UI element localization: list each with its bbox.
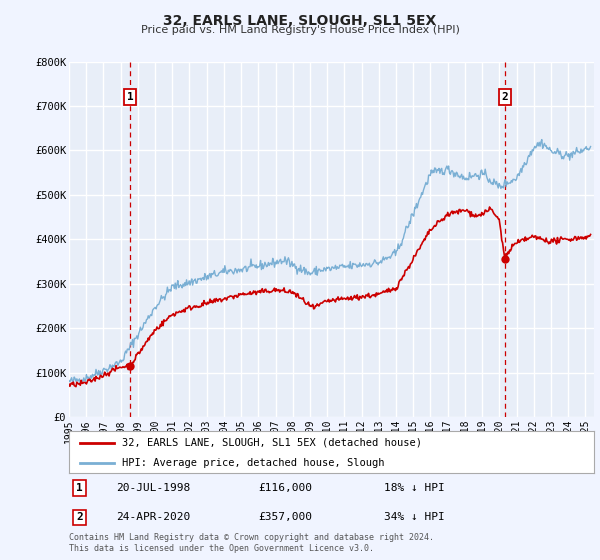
Text: 2: 2 — [76, 512, 83, 522]
Text: Contains HM Land Registry data © Crown copyright and database right 2024.
This d: Contains HM Land Registry data © Crown c… — [69, 533, 434, 553]
Text: 18% ↓ HPI: 18% ↓ HPI — [384, 483, 445, 493]
Text: 32, EARLS LANE, SLOUGH, SL1 5EX: 32, EARLS LANE, SLOUGH, SL1 5EX — [163, 14, 437, 28]
Text: 1: 1 — [127, 92, 133, 102]
Text: HPI: Average price, detached house, Slough: HPI: Average price, detached house, Slou… — [121, 458, 384, 468]
Text: 34% ↓ HPI: 34% ↓ HPI — [384, 512, 445, 522]
Text: 24-APR-2020: 24-APR-2020 — [116, 512, 191, 522]
Text: 2: 2 — [501, 92, 508, 102]
Text: £357,000: £357,000 — [258, 512, 312, 522]
Text: 32, EARLS LANE, SLOUGH, SL1 5EX (detached house): 32, EARLS LANE, SLOUGH, SL1 5EX (detache… — [121, 438, 421, 448]
Text: 20-JUL-1998: 20-JUL-1998 — [116, 483, 191, 493]
Text: £116,000: £116,000 — [258, 483, 312, 493]
Text: Price paid vs. HM Land Registry's House Price Index (HPI): Price paid vs. HM Land Registry's House … — [140, 25, 460, 35]
Text: 1: 1 — [76, 483, 83, 493]
